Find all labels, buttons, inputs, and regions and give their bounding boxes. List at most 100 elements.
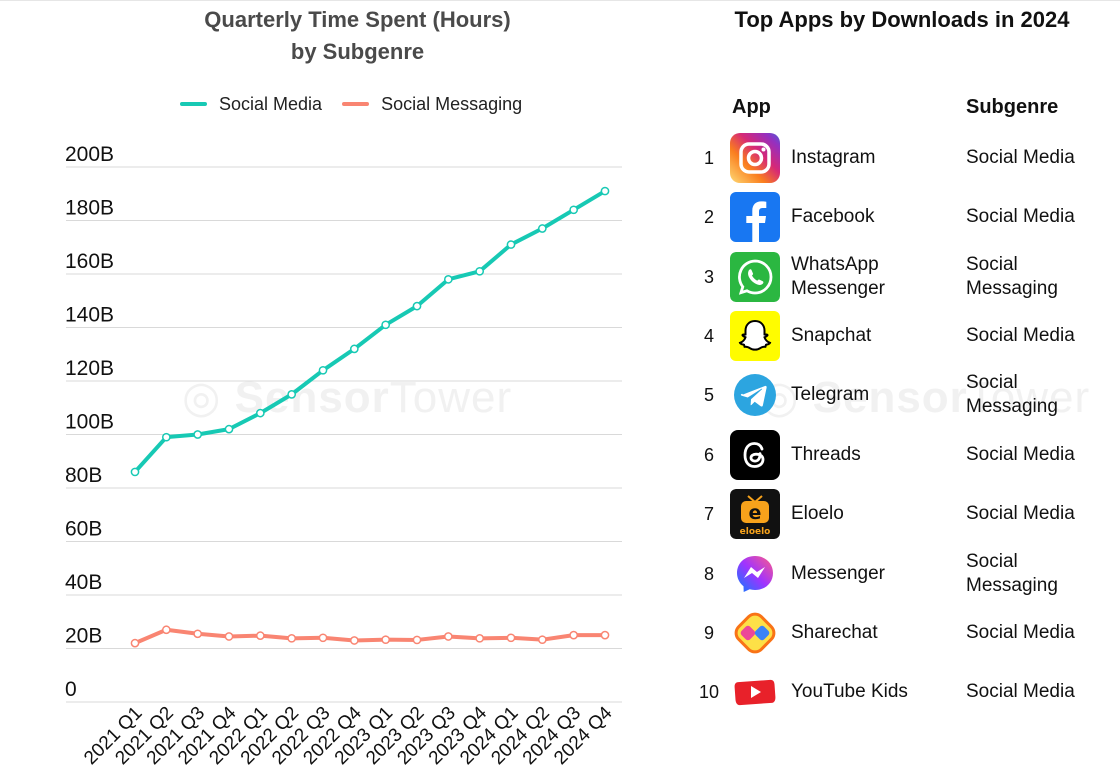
data-point-social-messaging [569, 630, 579, 640]
rank: 5 [703, 384, 714, 405]
rank: 6 [703, 444, 714, 465]
whatsapp-icon [730, 252, 780, 302]
y-tick-label: 0 [65, 678, 77, 701]
data-point-social-messaging [537, 635, 547, 645]
data-point-social-media [443, 275, 453, 284]
rank: 10 [698, 681, 720, 702]
y-tick-label: 40B [65, 571, 102, 594]
app-name: WhatsApp Messenger [791, 254, 885, 299]
series-line-social-messaging [133, 627, 607, 646]
column-header-subgenre: Subgenre [966, 96, 1059, 118]
table-row: 2 Facebook Social Media [690, 189, 1110, 245]
app-subgenre: Social Messaging [966, 254, 1058, 299]
legend-item-social-media: Social Media [180, 94, 322, 115]
y-tick-label: 200B [65, 143, 114, 166]
line-chart: 020B40B60B80B100B120B140B160B180B200B202… [65, 143, 622, 769]
data-point-social-messaging [130, 638, 140, 648]
rank: 3 [703, 266, 714, 287]
data-point-social-messaging [412, 635, 422, 645]
y-tick-label: 60B [65, 518, 102, 541]
table-row: 5 Telegram Social Messaging [690, 367, 1110, 423]
chart-legend: Social Media Social Messaging [180, 90, 542, 118]
rank: 8 [703, 563, 714, 584]
legend-item-social-messaging: Social Messaging [342, 94, 522, 115]
data-point-social-media [600, 186, 610, 196]
app-name: Threads [791, 444, 861, 465]
facebook-icon [730, 192, 780, 242]
telegram-icon [730, 370, 780, 420]
rank: 9 [703, 622, 714, 643]
data-point-social-media [130, 467, 140, 477]
app-name: YouTube Kids [791, 681, 908, 702]
data-point-social-media [193, 430, 203, 439]
threads-icon [730, 430, 780, 480]
data-point-social-messaging [475, 633, 485, 643]
rank: 7 [703, 503, 714, 524]
chart-subtitle: by Subgenre [290, 39, 425, 64]
chart-title: Quarterly Time Spent (Hours) [204, 7, 511, 32]
app-name: Eloelo [791, 503, 844, 524]
instagram-icon [730, 133, 780, 183]
y-tick-label: 80B [65, 464, 102, 487]
rank: 4 [703, 325, 714, 346]
app-name: Telegram [791, 384, 870, 405]
data-point-social-media [475, 266, 485, 276]
data-point-social-messaging [349, 636, 359, 645]
data-point-social-messaging [193, 629, 203, 639]
app-subgenre: Social Messaging [966, 551, 1058, 596]
svg-text:e: e [749, 502, 762, 524]
y-tick-label: 160B [65, 250, 114, 273]
table-title: Top Apps by Downloads in 2024 [734, 7, 1070, 32]
app-name: Messenger [791, 563, 885, 584]
data-point-social-media [255, 408, 265, 418]
data-point-social-messaging [255, 631, 265, 641]
legend-swatch-social-media [180, 102, 207, 106]
table-row: 10 YouTube Kids Social Media [690, 664, 1110, 720]
data-point-social-messaging [443, 632, 453, 641]
data-point-social-messaging [224, 632, 234, 641]
messenger-icon [730, 549, 780, 599]
snapchat-icon [730, 311, 780, 361]
data-point-social-media [318, 365, 328, 375]
app-subgenre: Social Media [966, 681, 1075, 702]
data-point-social-messaging [287, 633, 297, 643]
data-point-social-media [287, 390, 297, 399]
table-row: 1 Instagram Social Media [690, 130, 1110, 186]
rank: 1 [703, 147, 714, 168]
y-tick-label: 120B [65, 357, 114, 380]
top-divider [0, 0, 1120, 1]
data-point-social-media [349, 344, 359, 354]
app-subgenre: Social Media [966, 444, 1075, 465]
table-row: 8 Messenger Social Messaging [690, 546, 1110, 602]
sharechat-icon [730, 608, 780, 658]
legend-swatch-social-messaging [342, 102, 370, 106]
youtube-kids-icon [730, 667, 780, 717]
legend-label: Social Media [219, 93, 323, 114]
data-point-social-media [506, 240, 516, 249]
eloelo-icon: e eloelo [730, 489, 780, 539]
app-subgenre: Social Media [966, 206, 1075, 227]
data-point-social-media [224, 424, 234, 434]
table-row: 3 WhatsApp Messenger Social Messaging [690, 249, 1110, 305]
data-point-social-media [381, 320, 391, 330]
table-row: 6 Threads Social Media [690, 427, 1110, 483]
series-line-social-media [133, 189, 607, 474]
app-subgenre: Social Media [966, 622, 1075, 643]
app-subgenre: Social Media [966, 325, 1075, 346]
data-point-social-media [161, 432, 171, 442]
data-point-social-media [537, 224, 547, 233]
legend-label: Social Messaging [381, 93, 523, 114]
app-name: Facebook [791, 206, 875, 227]
data-point-social-messaging [381, 635, 391, 645]
y-tick-label: 140B [65, 304, 114, 327]
app-name: Instagram [791, 147, 876, 168]
column-header-app: App [732, 96, 771, 118]
table-row: 4 Snapchat Social Media [690, 308, 1110, 364]
table-row: 9 Sharechat Social Media [690, 605, 1110, 661]
data-point-social-media [412, 301, 422, 311]
app-subgenre: Social Media [966, 503, 1075, 524]
data-point-social-messaging [600, 630, 610, 640]
app-subgenre: Social Messaging [966, 372, 1058, 417]
data-point-social-messaging [161, 625, 171, 635]
data-point-social-messaging [318, 633, 328, 643]
